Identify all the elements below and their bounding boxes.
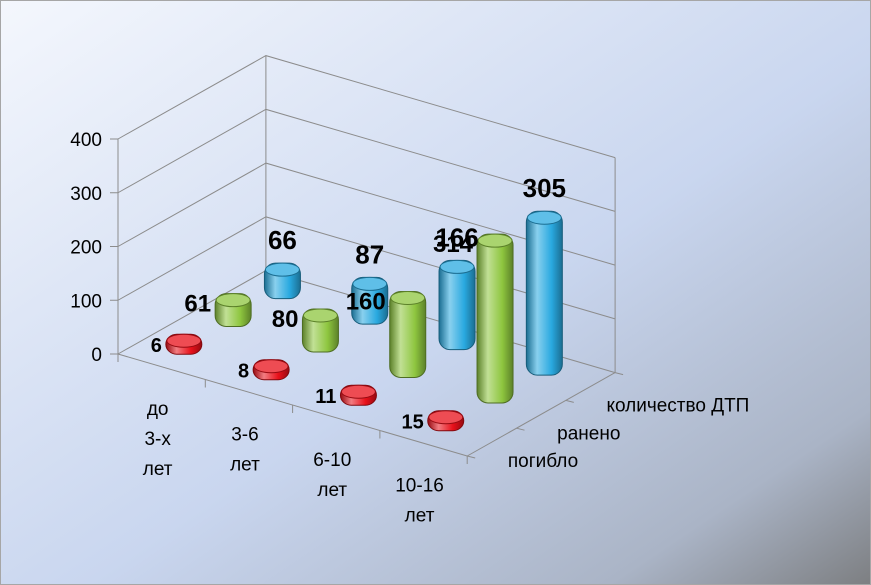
data-label: 8: [238, 361, 249, 383]
bar: [214, 293, 252, 327]
data-label: 11: [315, 386, 336, 408]
depth-tick-mark: [467, 455, 476, 459]
bar: [252, 359, 290, 381]
bar: [438, 259, 476, 351]
data-label: 314: [433, 231, 474, 258]
bar: [165, 333, 203, 355]
bar: [525, 210, 563, 376]
data-label: 66: [268, 225, 297, 255]
depth-tick-mark: [516, 427, 525, 431]
x-tick-label: до 3-х лет: [143, 399, 173, 480]
data-labels: 66 87 166 305 61 80 160 314 6 8 11 15: [151, 173, 566, 434]
data-label: 61: [184, 291, 211, 318]
depth-tick-mark: [565, 399, 574, 403]
depth-axis-line: [466, 372, 616, 457]
bar: [476, 233, 514, 404]
data-label: 166: [435, 222, 478, 252]
series-label: ранено: [557, 423, 620, 444]
y-axis-ticks: 0 100 200 300 400: [70, 130, 102, 366]
x-tick-label: 10-16 лет: [395, 475, 444, 526]
data-label: 6: [151, 335, 162, 357]
y-tick-label: 100: [70, 291, 102, 312]
bar: [351, 276, 389, 325]
bar: [339, 384, 377, 406]
bar: [389, 290, 427, 378]
depth-tick-mark: [614, 372, 624, 376]
data-label: 15: [401, 412, 423, 434]
data-label: 87: [355, 239, 384, 269]
series-label: количество ДТП: [606, 396, 749, 417]
series-label: погибло: [508, 451, 578, 472]
category-labels: до 3-х лет 3-6 лет 6-10 лет 10-16 лет: [143, 399, 444, 527]
data-label: 305: [523, 173, 566, 203]
x-tick-label: 6-10 лет: [313, 450, 351, 501]
y-tick-label: 0: [91, 345, 102, 366]
data-label: 80: [272, 306, 299, 333]
bar: [263, 262, 301, 300]
bar: [301, 308, 339, 353]
y-tick-label: 400: [70, 130, 102, 151]
axes: [110, 55, 624, 464]
series-labels: погибло ранено количество ДТП: [508, 396, 750, 473]
data-label: 160: [346, 288, 386, 315]
bars: [165, 210, 563, 432]
bar: [427, 410, 465, 432]
y-tick-label: 200: [70, 238, 102, 259]
x-tick-label: 3-6 лет: [230, 424, 260, 475]
y-tick-label: 300: [70, 184, 102, 205]
